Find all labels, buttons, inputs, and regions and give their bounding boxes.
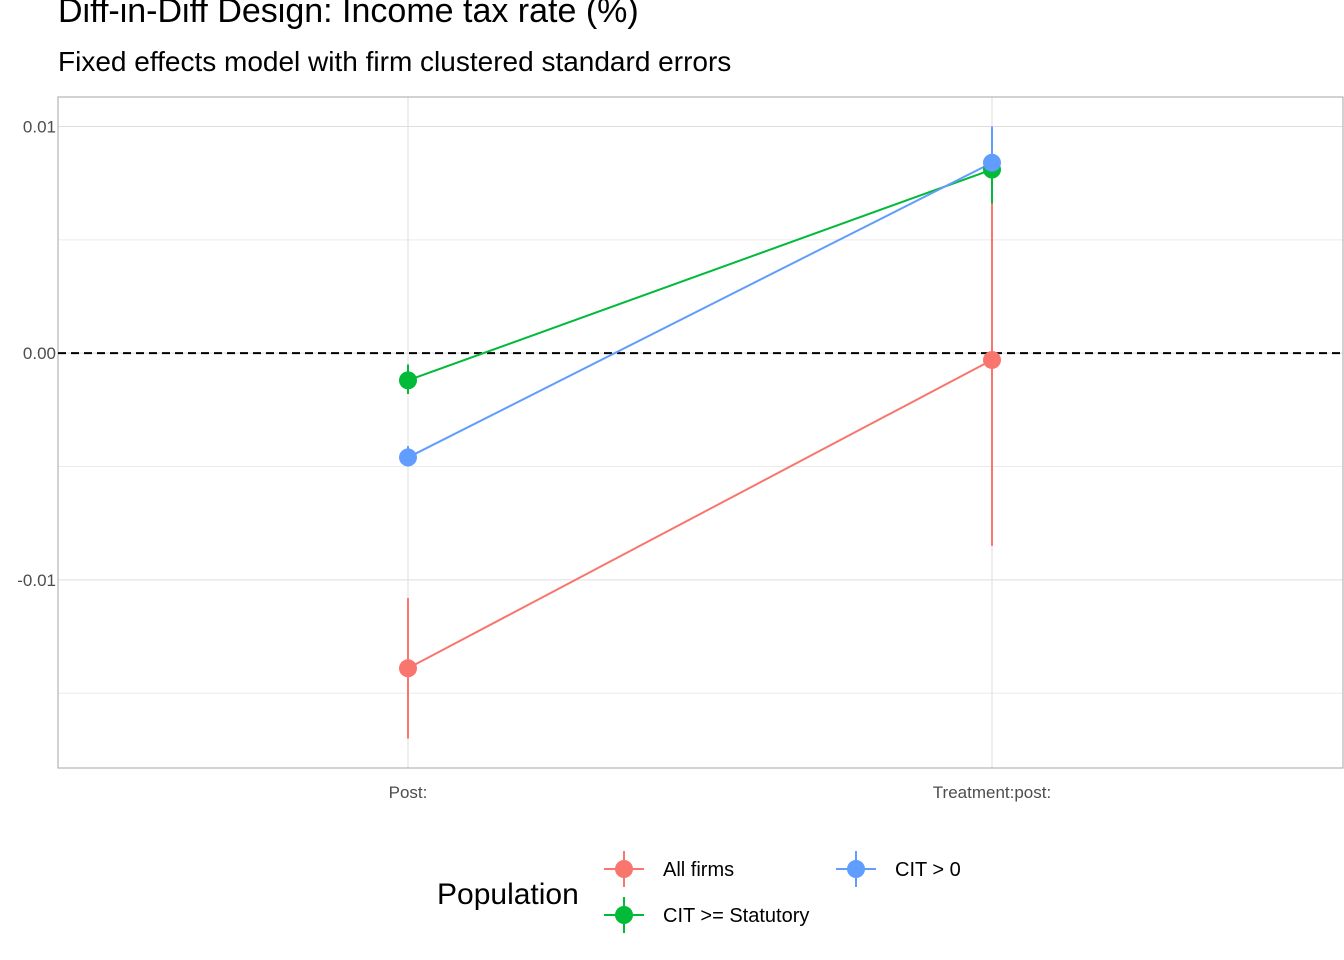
chart-subtitle: Fixed effects model with firm clustered … xyxy=(58,46,732,77)
series-1-line xyxy=(407,168,993,382)
legend-title: Population xyxy=(437,878,579,911)
legend-label: All firms xyxy=(663,859,734,881)
series-0-line xyxy=(407,359,993,670)
legend-key-point xyxy=(615,860,633,878)
y-tick-label: -0.01 xyxy=(17,571,56,590)
series-0-point xyxy=(399,659,417,678)
panel-border xyxy=(57,96,1344,769)
series-2-line xyxy=(407,161,993,459)
x-tick-label: Post: xyxy=(389,783,428,802)
x-tick-label: Treatment:post: xyxy=(933,783,1051,802)
series-2-point xyxy=(983,153,1001,172)
legend-key-point xyxy=(847,860,865,878)
legend-key-point xyxy=(615,906,633,924)
legend-label: CIT > 0 xyxy=(895,859,961,881)
series-1-point xyxy=(399,371,417,390)
y-tick-label: 0.01 xyxy=(23,117,56,136)
legend-label: CIT >= Statutory xyxy=(663,905,809,927)
series-2-point xyxy=(399,448,417,467)
chart-title: Diff-in-Diff Design: Income tax rate (%) xyxy=(58,0,639,30)
series-0-point xyxy=(983,350,1001,369)
y-tick-label: 0.00 xyxy=(23,344,56,363)
